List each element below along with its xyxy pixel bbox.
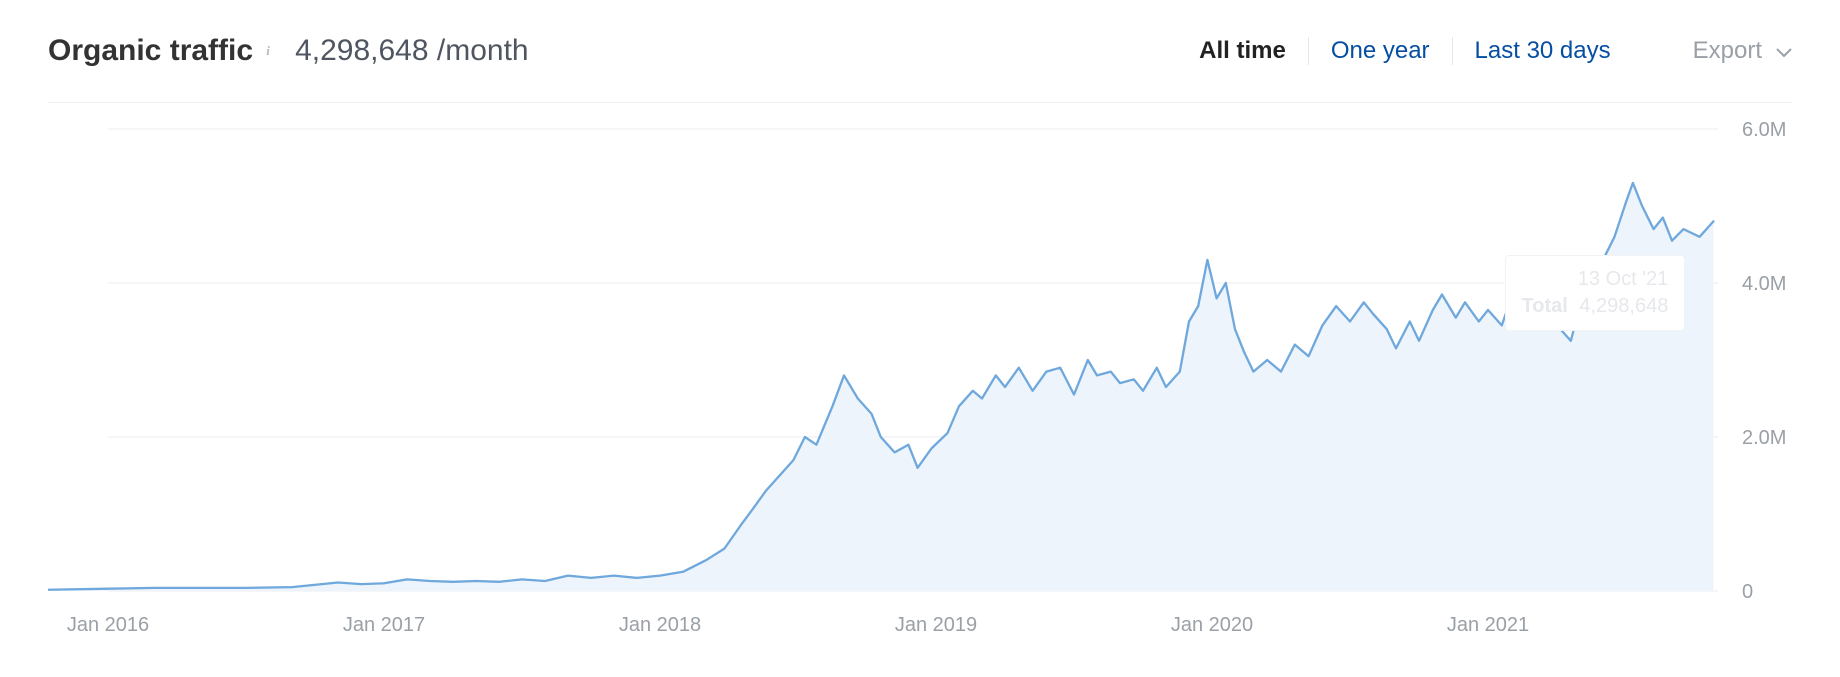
export-label: Export [1693, 37, 1762, 65]
traffic-chart[interactable]: 0 2.0M 4.0M 6.0M Jan 2016 Jan 2017 Jan 2018 Jan… [48, 111, 1792, 671]
svg-text:Jan 2018: Jan 2018 [619, 614, 701, 636]
controls-group: All timeOne yearLast 30 days Export [1177, 37, 1792, 65]
traffic-number: 4,298,648 [295, 34, 428, 67]
svg-text:Jan 2016: Jan 2016 [67, 614, 149, 636]
svg-text:6.0M: 6.0M [1742, 119, 1786, 141]
svg-text:4.0M: 4.0M [1742, 273, 1786, 295]
export-button[interactable]: Export [1693, 37, 1792, 65]
header-row: Organic traffic i 4,298,648 /month All t… [48, 22, 1792, 80]
info-icon[interactable]: i [259, 42, 277, 60]
svg-text:Jan 2020: Jan 2020 [1171, 614, 1253, 636]
organic-traffic-widget: Organic traffic i 4,298,648 /month All t… [0, 0, 1840, 677]
range-tab-last-30-days[interactable]: Last 30 days [1452, 37, 1633, 65]
svg-text:0: 0 [1742, 581, 1753, 603]
chart-zone: 0 2.0M 4.0M 6.0M Jan 2016 Jan 2017 Jan 2018 Jan… [48, 111, 1792, 671]
range-tabs: All timeOne yearLast 30 days [1177, 37, 1633, 65]
traffic-unit: /month [437, 34, 529, 67]
range-tab-one-year[interactable]: One year [1308, 37, 1452, 65]
range-tab-all-time[interactable]: All time [1177, 37, 1308, 65]
svg-text:Jan 2019: Jan 2019 [895, 614, 977, 636]
title-group: Organic traffic i 4,298,648 /month [48, 34, 529, 68]
caret-down-icon [1776, 37, 1792, 65]
traffic-value: 4,298,648 /month [295, 34, 529, 68]
svg-text:Jan 2017: Jan 2017 [343, 614, 425, 636]
svg-text:Jan 2021: Jan 2021 [1447, 614, 1529, 636]
widget-title: Organic traffic [48, 34, 253, 68]
divider [48, 102, 1792, 103]
svg-text:2.0M: 2.0M [1742, 427, 1786, 449]
